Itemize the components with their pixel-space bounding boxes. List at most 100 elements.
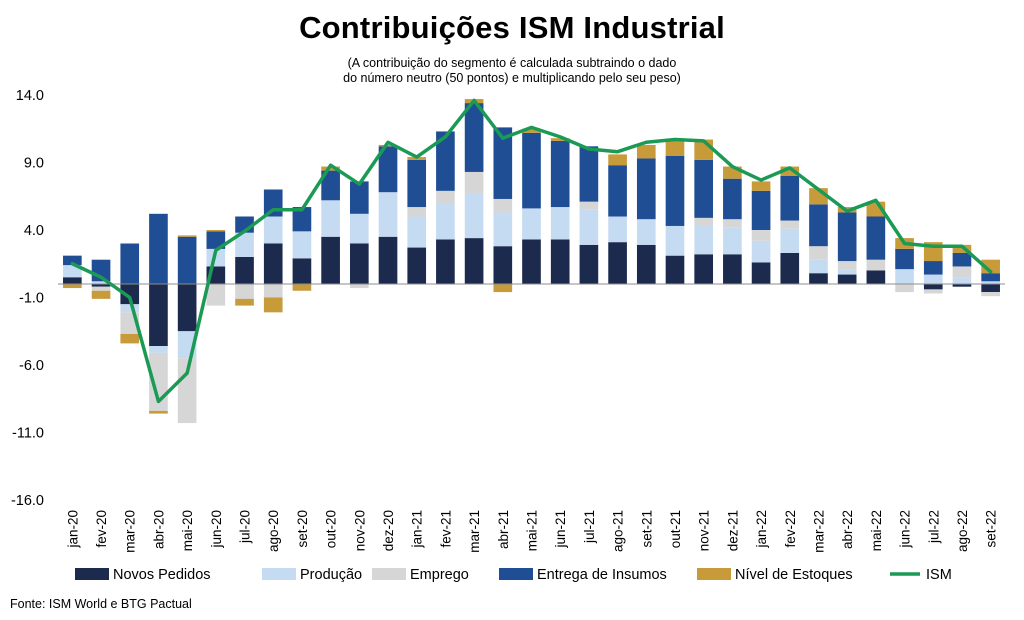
bar-insumos-mai-22 <box>866 216 886 260</box>
x-tick-label: out-21 <box>668 510 683 548</box>
bar-emprego-jan-22 <box>751 230 771 241</box>
bar-insumos-jul-22 <box>923 261 943 275</box>
bar-insumos-mar-21 <box>464 103 484 172</box>
x-tick-label: mar-21 <box>467 510 482 553</box>
y-tick-label: -1.0 <box>19 291 44 307</box>
bar-insumos-jun-22 <box>895 248 914 270</box>
bar-estoques-mai-21 <box>522 128 541 133</box>
bar-insumos-dez-20 <box>378 146 398 193</box>
x-tick-label: dez-20 <box>381 510 396 551</box>
bar-estoques-out-20 <box>321 166 340 171</box>
y-tick-label: 4.0 <box>24 223 44 239</box>
bar-novos-nov-21 <box>694 254 714 284</box>
legend-swatch-insumos <box>499 568 533 580</box>
bar-novos-ago-22 <box>952 284 972 287</box>
x-tick-label: set-22 <box>984 510 999 548</box>
bar-emprego-fev-21 <box>436 190 455 203</box>
bar-estoques-fev-20 <box>91 290 111 299</box>
x-tick-label: fev-22 <box>783 510 798 548</box>
bar-producao-jul-20 <box>235 232 254 257</box>
bar-emprego-mar-21 <box>464 171 484 194</box>
x-tick-label: set-20 <box>295 510 310 548</box>
bar-insumos-mar-20 <box>120 243 140 284</box>
x-tick-label: jan-21 <box>410 510 425 549</box>
bar-emprego-dez-21 <box>723 219 742 228</box>
bar-estoques-jan-20 <box>63 284 82 289</box>
x-tick-label: jul-21 <box>582 510 597 544</box>
x-tick-label: abr-22 <box>840 510 855 549</box>
y-tick-label: 9.0 <box>24 156 44 172</box>
chart-subtitle: (A contribuição do segmento é calculada … <box>300 56 724 86</box>
bar-estoques-out-21 <box>665 139 685 156</box>
bar-producao-set-20 <box>292 231 312 259</box>
y-tick-label: -6.0 <box>19 358 44 374</box>
bar-novos-mar-20 <box>120 284 140 305</box>
bar-producao-out-20 <box>321 200 340 237</box>
bar-estoques-fev-22 <box>780 166 800 176</box>
bar-novos-dez-20 <box>378 236 398 284</box>
bar-novos-ago-21 <box>608 242 627 284</box>
legend-label-novos: Novos Pedidos <box>113 567 211 583</box>
bar-novos-mar-21 <box>464 238 484 284</box>
x-tick-label: out-20 <box>324 510 339 548</box>
bar-novos-abr-22 <box>837 274 857 284</box>
bars-layer <box>63 99 1000 424</box>
bar-novos-jan-21 <box>407 247 427 284</box>
bar-insumos-jun-21 <box>550 140 570 208</box>
bar-novos-jun-21 <box>550 239 570 284</box>
x-tick-label: mar-20 <box>123 510 138 553</box>
bar-producao-ago-21 <box>608 216 627 243</box>
bar-producao-nov-20 <box>349 213 369 244</box>
x-tick-label: abr-21 <box>496 510 511 549</box>
bar-novos-mar-22 <box>809 273 828 284</box>
bar-novos-jan-20 <box>63 277 82 284</box>
bar-emprego-jun-22 <box>895 284 914 293</box>
bar-emprego-jun-20 <box>206 284 226 306</box>
x-tick-label: jul-20 <box>238 510 253 544</box>
x-tick-label: set-21 <box>639 510 654 548</box>
bar-estoques-ago-21 <box>608 154 627 166</box>
bar-producao-fev-21 <box>436 203 455 240</box>
x-tick-label: jan-22 <box>754 510 769 549</box>
x-tick-label: jul-22 <box>926 510 941 544</box>
bar-emprego-fev-20 <box>91 286 111 291</box>
chart-title: Contribuições ISM Industrial <box>299 10 725 45</box>
bar-estoques-jun-21 <box>550 138 570 141</box>
bar-producao-out-21 <box>665 225 685 256</box>
bar-insumos-out-20 <box>321 170 340 201</box>
bar-novos-set-22 <box>981 284 1000 293</box>
bar-insumos-abr-20 <box>149 213 168 284</box>
bar-insumos-ago-20 <box>263 189 283 217</box>
bar-estoques-jul-20 <box>235 298 254 306</box>
bar-producao-jan-22 <box>751 240 771 263</box>
bar-emprego-fev-22 <box>780 220 800 229</box>
bar-emprego-jan-21 <box>407 207 427 217</box>
ism-series-line <box>70 98 993 404</box>
bar-producao-jul-21 <box>579 209 599 245</box>
bar-insumos-dez-21 <box>723 178 742 220</box>
ism-line-layer <box>70 98 993 404</box>
legend-swatch-estoques <box>697 568 731 580</box>
x-tick-label: fev-21 <box>438 510 453 548</box>
bar-novos-jul-22 <box>923 284 943 290</box>
bar-insumos-jan-20 <box>63 255 82 266</box>
bar-novos-set-20 <box>292 258 312 284</box>
bar-estoques-dez-20 <box>378 144 398 147</box>
x-tick-label: abr-20 <box>151 510 166 549</box>
bar-producao-mar-22 <box>809 259 828 274</box>
bar-novos-nov-20 <box>349 243 369 284</box>
subtitle-line-1: (A contribuição do segmento é calculada … <box>347 56 677 70</box>
bar-novos-jul-20 <box>235 257 254 284</box>
bar-estoques-jun-20 <box>206 230 226 232</box>
x-tick-label: jun-21 <box>553 510 568 549</box>
bar-producao-nov-21 <box>694 225 714 255</box>
x-tick-label: fev-20 <box>94 510 109 548</box>
bar-emprego-mai-20 <box>177 358 197 424</box>
legend-swatch-novos <box>75 568 109 580</box>
bar-insumos-nov-21 <box>694 159 714 218</box>
legend-label-producao: Produção <box>300 567 362 583</box>
bar-producao-jun-22 <box>895 269 914 284</box>
bar-insumos-jul-21 <box>579 146 599 202</box>
bar-emprego-mar-22 <box>809 246 828 260</box>
